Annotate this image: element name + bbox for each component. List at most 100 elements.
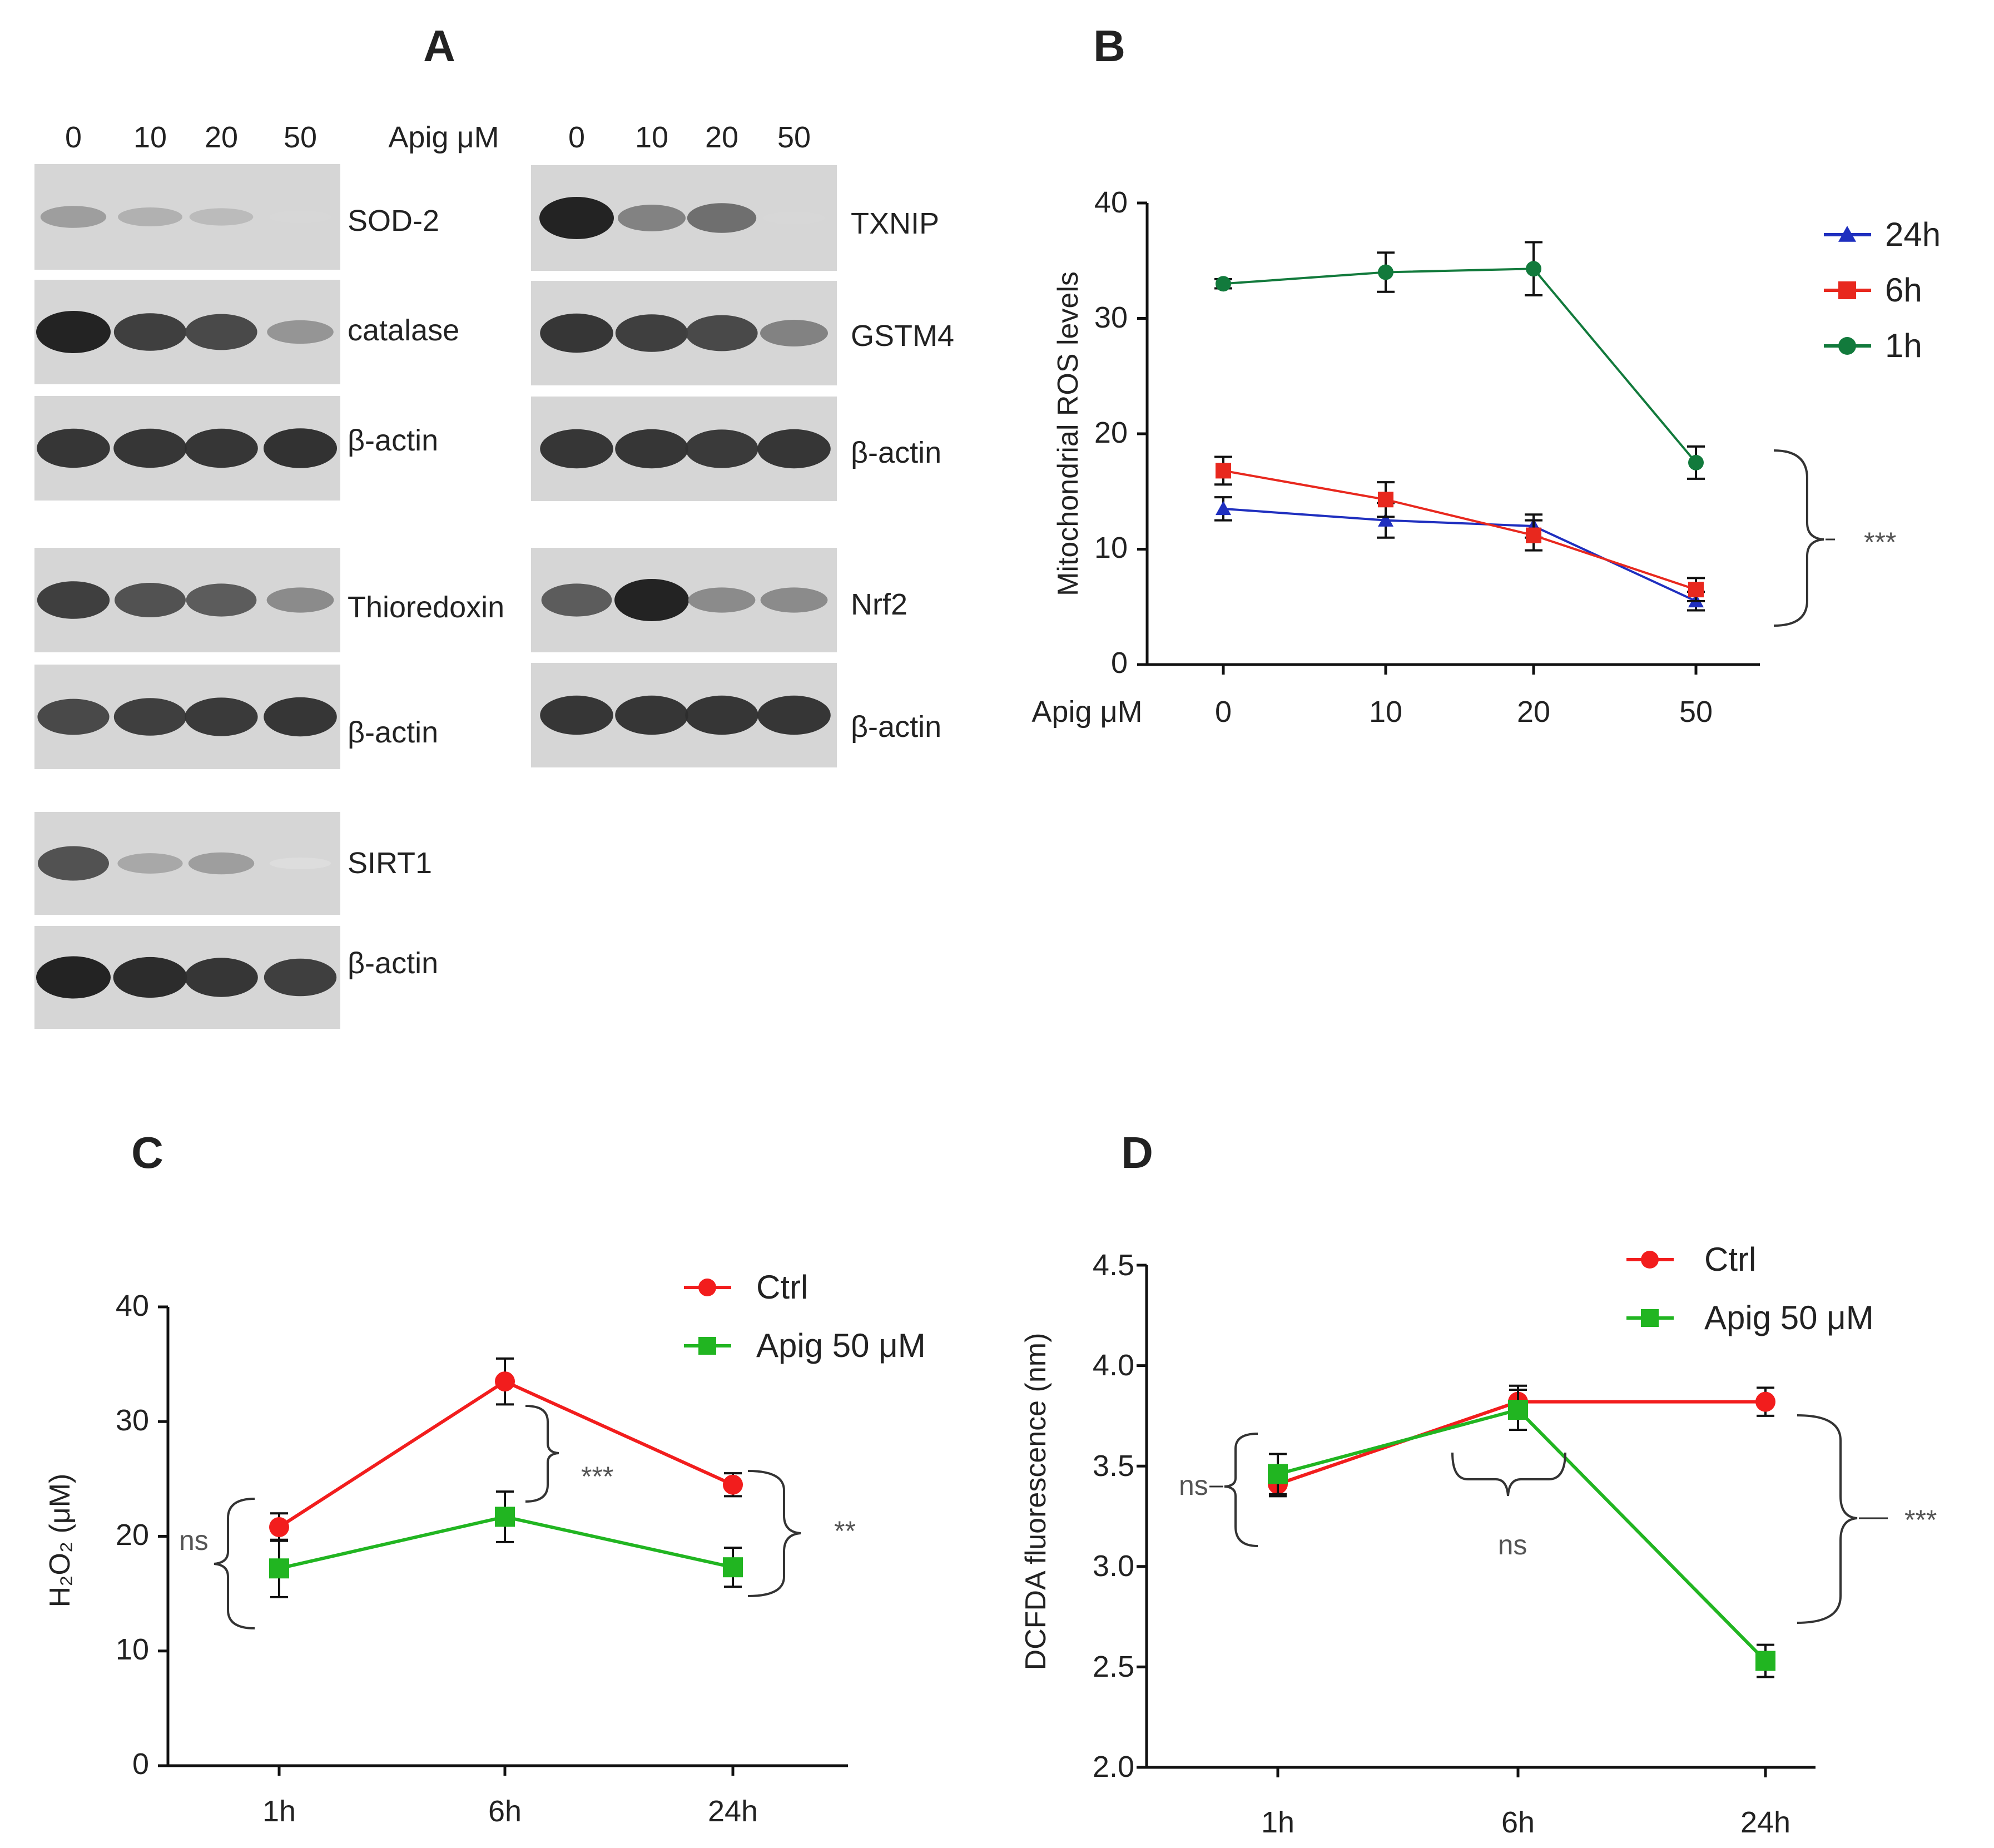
blot-band <box>38 846 109 881</box>
series-layer <box>269 1357 743 1598</box>
blot-band <box>539 197 614 239</box>
legend: Ctrl Apig 50 μM <box>684 1269 926 1364</box>
data-point <box>698 1337 716 1355</box>
x-tick-label: 1h <box>262 1795 296 1828</box>
legend-item: 6h <box>1824 271 1922 309</box>
blot-strip <box>34 665 340 769</box>
y-tick-label: 30 <box>116 1404 149 1437</box>
blot-band <box>687 203 757 233</box>
blot-band <box>36 956 111 999</box>
chart-d: 2.0 2.5 3.0 3.5 4.0 4.5 1h 6h 24h DCFDA … <box>1020 1241 1937 1839</box>
significance-bracket <box>1773 449 1824 627</box>
significance-bracket <box>1224 1433 1258 1547</box>
legend-label: Apig 50 μM <box>1704 1299 1874 1336</box>
data-point <box>1755 1651 1775 1671</box>
y-tick-label: 3.0 <box>1093 1549 1134 1583</box>
blot-band <box>760 587 828 613</box>
blot-band <box>763 211 825 225</box>
blot-band <box>113 313 187 351</box>
significance-label: ns <box>1498 1529 1527 1560</box>
protein-label: β-actin <box>348 716 438 749</box>
blot-band <box>117 853 183 874</box>
panel-label-b: B <box>1093 21 1125 71</box>
blot-band <box>615 429 688 469</box>
legend-label: 1h <box>1885 327 1922 364</box>
legend-item: 1h <box>1824 327 1922 364</box>
blot-band <box>266 587 334 613</box>
x-tick-label: 20 <box>1517 695 1550 729</box>
data-point <box>1688 454 1704 470</box>
blot-band <box>263 428 338 468</box>
protein-label: SIRT1 <box>348 846 432 880</box>
blot-band <box>760 320 828 346</box>
blot-band <box>115 583 186 617</box>
blot-strip <box>531 548 837 652</box>
legend-item: 24h <box>1824 216 1941 253</box>
data-point <box>723 1557 743 1578</box>
lane-label: 20 <box>205 121 238 154</box>
blot-strip <box>531 281 837 385</box>
blot-band <box>37 581 110 619</box>
blot-band <box>185 314 257 350</box>
significance-label: ns <box>1179 1470 1208 1501</box>
legend-item: Apig 50 μM <box>1626 1299 1874 1336</box>
lane-label: 0 <box>65 121 82 154</box>
data-point <box>1216 501 1231 516</box>
x-tick-label: 50 <box>1679 695 1713 729</box>
y-tick-label: 20 <box>116 1518 149 1552</box>
data-point <box>269 1558 289 1579</box>
y-tick-label: 4.0 <box>1093 1349 1134 1382</box>
lane-label: 0 <box>568 121 585 154</box>
protein-label: Nrf2 <box>851 588 907 621</box>
series-1h <box>1214 241 1705 480</box>
legend-label: 6h <box>1885 271 1922 309</box>
blot-band <box>614 579 689 621</box>
blot-band <box>188 852 255 875</box>
y-axis-title: Mitochondrial ROS levels <box>1052 271 1084 596</box>
data-point <box>1526 527 1541 543</box>
significance-bracket <box>1797 1414 1858 1624</box>
x-axis-label: Apig μM <box>1031 695 1142 729</box>
data-point <box>1378 512 1393 527</box>
y-tick-label: 10 <box>1094 531 1128 564</box>
panel-label-c: C <box>131 1128 163 1177</box>
blot-band <box>615 695 688 735</box>
significance-label: *** <box>1864 527 1896 558</box>
x-tick-label: 24h <box>1740 1806 1790 1839</box>
data-point <box>1216 463 1231 479</box>
blot-strips <box>34 164 837 1029</box>
significance-label: ** <box>834 1515 856 1547</box>
blot-strip <box>34 164 340 270</box>
significance-label: *** <box>581 1461 613 1492</box>
blot-band <box>688 587 756 613</box>
lane-label: 10 <box>133 121 167 154</box>
legend-item: Ctrl <box>1626 1241 1756 1278</box>
data-point <box>495 1371 515 1392</box>
series-line <box>1223 469 1697 591</box>
data-point <box>1838 226 1856 242</box>
data-point <box>1641 1309 1659 1327</box>
data-point <box>1838 337 1856 355</box>
y-axis-title: H₂O₂ (μM) <box>44 1474 76 1608</box>
protein-label: GSTM4 <box>851 319 954 353</box>
blot-band <box>185 697 258 736</box>
blot-band <box>37 428 110 468</box>
data-point <box>1838 281 1856 299</box>
dose-label: Apig μM <box>388 121 499 154</box>
legend-item: Apig 50 μM <box>684 1327 926 1364</box>
x-tick-label: 24h <box>708 1795 758 1828</box>
x-tick-label: 10 <box>1369 695 1402 729</box>
data-point <box>269 1517 289 1537</box>
blot-strip <box>34 396 340 501</box>
blot-band <box>264 697 337 737</box>
series-layer <box>1214 241 1705 612</box>
protein-label: β-actin <box>348 947 438 980</box>
blot-band <box>757 429 831 469</box>
significance-label: ns <box>179 1525 209 1556</box>
y-tick-label: 40 <box>1094 186 1128 219</box>
data-point <box>495 1507 515 1527</box>
blot-band <box>540 429 613 469</box>
legend: Ctrl Apig 50 μM <box>1626 1241 1874 1336</box>
blot-band <box>685 695 758 735</box>
blot-band <box>541 583 612 617</box>
